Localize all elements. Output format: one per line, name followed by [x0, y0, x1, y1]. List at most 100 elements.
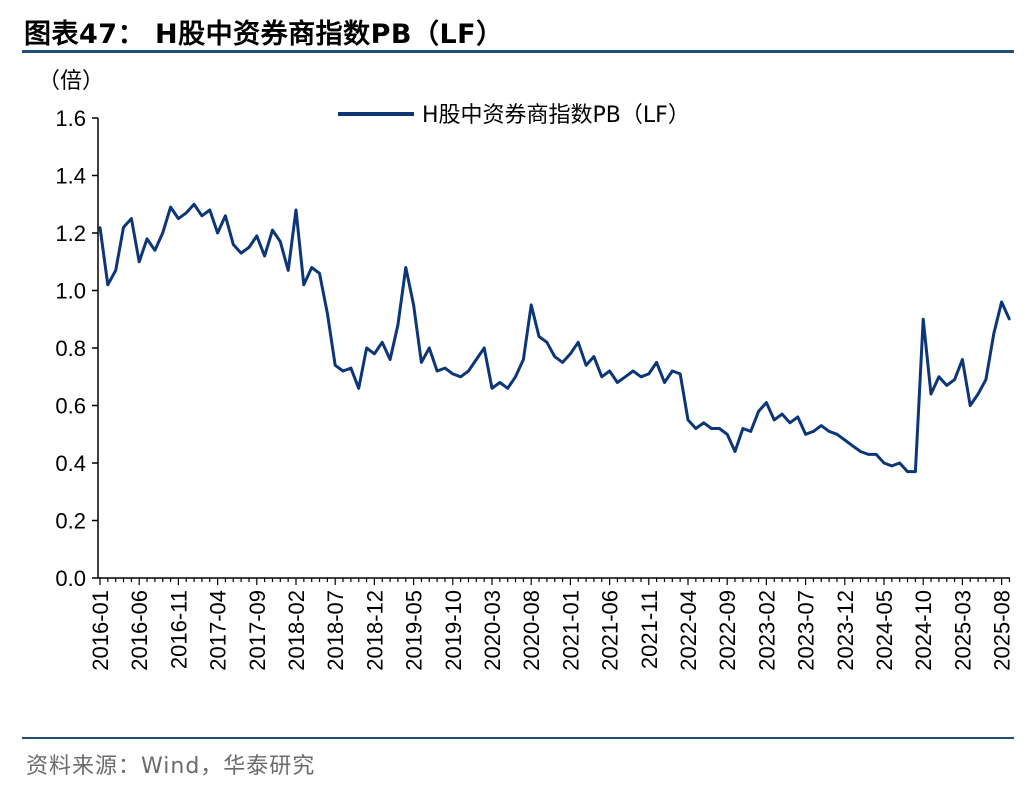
- data-point: [145, 237, 149, 240]
- data-point: [584, 364, 588, 367]
- data-point: [875, 453, 878, 456]
- x-tick-label: 2017-09: [245, 590, 270, 671]
- x-tick-label: 2019-05: [402, 590, 427, 671]
- x-tick-label: 2019-10: [441, 590, 466, 671]
- x-tick-label: 2021-11: [637, 590, 662, 669]
- data-point: [216, 231, 219, 235]
- data-point: [992, 332, 995, 335]
- series-line-0: [98, 202, 1011, 474]
- data-point: [569, 352, 572, 355]
- data-point: [208, 208, 211, 212]
- data-point: [718, 427, 721, 430]
- data-point: [224, 214, 227, 217]
- data-point: [820, 424, 823, 427]
- data-point: [945, 384, 948, 387]
- data-point: [451, 372, 454, 376]
- y-tick-label: 0.2: [55, 509, 86, 534]
- data-point: [749, 430, 752, 433]
- y-tick-label: 1.6: [55, 106, 86, 131]
- data-point: [514, 375, 517, 378]
- line-chart: （倍） 0.0 0.2 0.4 0.6 0.8 1.0 1.2 1.4 1.6 2016-01 201…: [38, 69, 1015, 671]
- data-point: [788, 421, 792, 424]
- y-tick-label: 0.0: [55, 566, 86, 591]
- data-point: [765, 401, 768, 404]
- data-point: [929, 392, 933, 396]
- data-point: [506, 387, 509, 390]
- data-point: [138, 260, 141, 263]
- data-point: [122, 226, 125, 229]
- data-point: [381, 341, 384, 344]
- data-point: [420, 361, 423, 364]
- x-tick-label: 2022-09: [715, 590, 740, 671]
- data-point: [984, 378, 988, 381]
- data-point: [882, 461, 886, 465]
- x-tick-label: 2025-03: [950, 590, 975, 671]
- data-point: [310, 266, 313, 269]
- x-tick-label: 2023-12: [833, 590, 858, 671]
- data-point: [616, 381, 619, 384]
- data-point: [827, 430, 831, 433]
- data-point: [498, 381, 501, 384]
- data-point: [608, 369, 611, 373]
- data-point: [906, 470, 909, 473]
- data-point: [185, 211, 188, 215]
- data-point: [435, 369, 439, 373]
- data-point: [686, 418, 690, 422]
- x-tick-label: 2025-08: [990, 590, 1015, 671]
- data-point: [843, 438, 846, 442]
- data-point: [247, 246, 251, 249]
- data-point: [255, 234, 258, 238]
- data-point: [545, 341, 549, 344]
- data-point: [412, 303, 415, 307]
- data-point: [271, 228, 274, 232]
- data-point: [357, 387, 360, 390]
- data-point: [976, 392, 980, 396]
- x-tick-label: 2020-03: [480, 590, 505, 671]
- data-point: [1008, 318, 1011, 321]
- data-point: [443, 366, 447, 370]
- data-point: [796, 415, 799, 419]
- data-point: [835, 433, 839, 436]
- source-rule: [22, 737, 1014, 739]
- data-point: [812, 430, 815, 433]
- data-point: [428, 346, 431, 350]
- data-point: [741, 427, 745, 430]
- x-tick-label: 2016-11: [166, 590, 191, 669]
- data-point: [483, 346, 486, 350]
- data-point: [953, 378, 956, 381]
- data-point: [334, 364, 337, 367]
- data-point: [459, 375, 462, 378]
- y-tick-label: 0.8: [55, 336, 86, 361]
- legend: H股中资券商指数PB（LF）: [338, 103, 690, 128]
- y-tick-label: 0.4: [55, 451, 86, 476]
- data-point: [114, 269, 117, 272]
- data-point: [773, 418, 776, 422]
- x-tick-label: 2020-08: [519, 590, 544, 671]
- data-point: [922, 318, 925, 321]
- data-point: [490, 387, 494, 390]
- y-tick-label: 1.4: [55, 164, 86, 189]
- x-tick-label: 2021-01: [558, 590, 583, 671]
- x-tick-label: 2021-06: [598, 590, 623, 671]
- data-point: [279, 240, 282, 243]
- data-point: [757, 410, 760, 413]
- x-tick-label: 2018-02: [284, 590, 309, 671]
- data-point: [961, 358, 964, 361]
- data-point: [396, 323, 400, 327]
- data-point: [890, 464, 893, 468]
- data-point: [561, 361, 564, 364]
- data-point: [859, 450, 862, 453]
- data-point: [232, 243, 235, 246]
- data-point: [631, 369, 635, 373]
- x-tick-label: 2022-04: [676, 590, 701, 671]
- y-axis-unit-label: （倍）: [38, 69, 104, 94]
- data-point: [663, 381, 666, 384]
- data-point: [326, 312, 329, 315]
- data-point: [600, 375, 603, 378]
- data-point: [200, 214, 204, 217]
- data-point: [1000, 300, 1003, 304]
- x-tick-label: 2023-02: [754, 590, 779, 671]
- data-point: [467, 369, 470, 373]
- data-point: [733, 450, 737, 453]
- data-point: [969, 404, 972, 407]
